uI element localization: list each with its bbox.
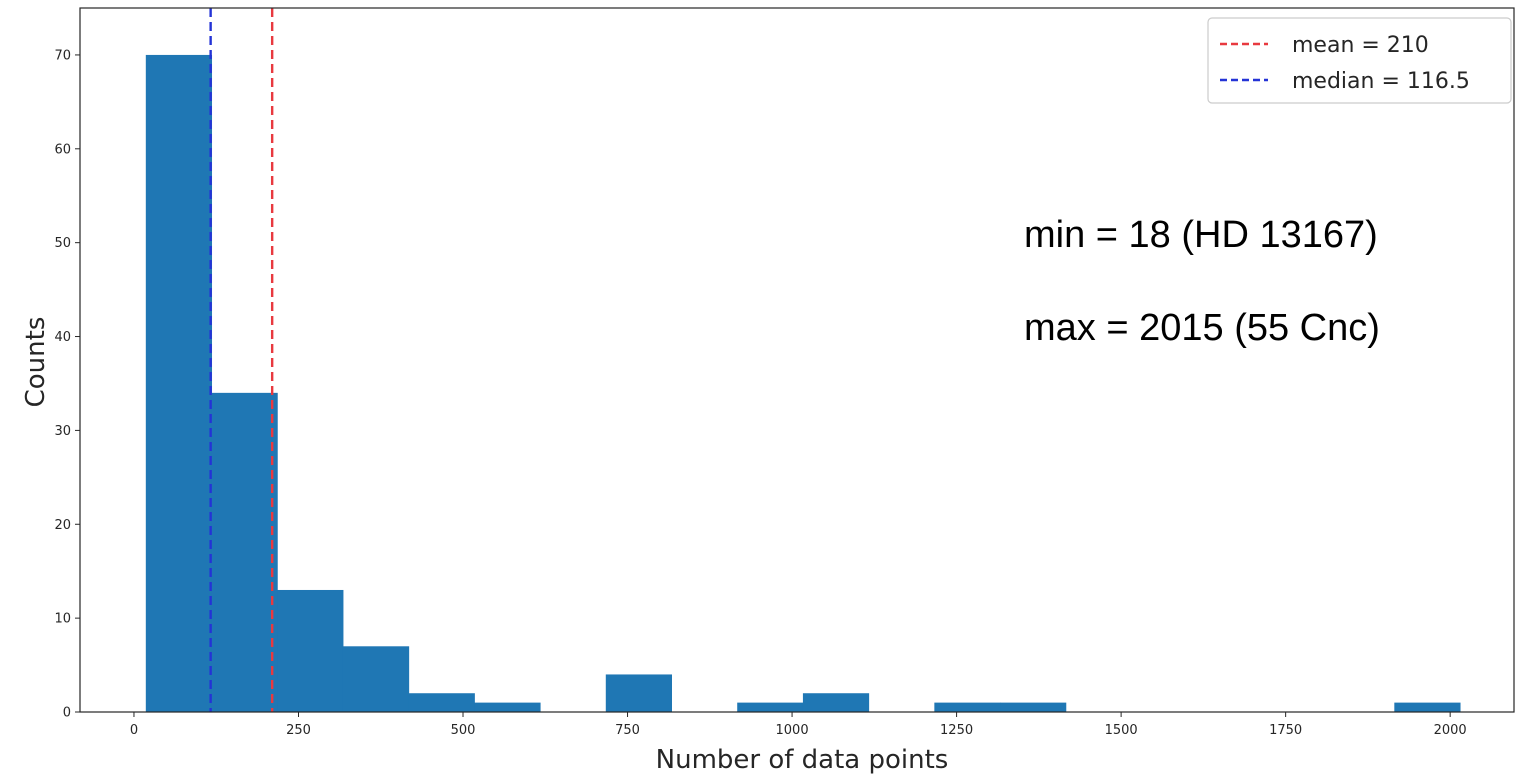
annotation-max: max = 2015 (55 Cnc) — [1024, 307, 1380, 349]
histogram-bar — [474, 702, 541, 712]
y-axis-label: Counts — [21, 317, 51, 408]
x-axis-ticks: 0 250 500 750 1000 1250 1500 1750 2000 — [130, 712, 1467, 738]
histogram-bar — [1000, 702, 1067, 712]
histogram-bar — [605, 674, 672, 712]
y-tick-label: 50 — [54, 236, 71, 251]
y-tick-label: 70 — [54, 48, 71, 63]
y-tick-label: 40 — [54, 330, 71, 345]
plot-frame — [79, 7, 1515, 713]
histogram-bar — [277, 589, 344, 712]
x-tick-label: 1000 — [776, 723, 809, 738]
legend-label-median: median = 116.5 — [1292, 69, 1470, 94]
x-tick-label: 1250 — [940, 723, 973, 738]
histogram-bar — [737, 702, 804, 712]
legend: mean = 210 median = 116.5 — [1207, 17, 1512, 104]
histogram-bar — [342, 646, 410, 712]
x-tick-label: 750 — [615, 723, 640, 738]
y-tick-label: 30 — [54, 424, 71, 439]
histogram-bar — [802, 693, 870, 712]
x-axis-label: Number of data points — [656, 745, 949, 775]
x-tick-label: 250 — [286, 723, 311, 738]
reference-lines-group — [209, 8, 274, 712]
x-tick-label: 1750 — [1269, 723, 1302, 738]
histogram-bar — [408, 693, 475, 712]
histogram-bar — [145, 54, 213, 713]
bars-group — [145, 54, 1461, 713]
histogram-bar — [934, 702, 1001, 712]
y-tick-label: 60 — [54, 142, 71, 157]
y-tick-label: 20 — [54, 518, 71, 533]
x-tick-label: 0 — [130, 723, 138, 738]
y-tick-label: 0 — [63, 706, 71, 721]
x-tick-label: 1500 — [1105, 723, 1138, 738]
annotation-min: min = 18 (HD 13167) — [1024, 214, 1378, 256]
legend-box — [1207, 17, 1512, 104]
histogram-bar — [1394, 702, 1461, 712]
x-tick-label: 500 — [451, 723, 476, 738]
histogram-bar — [211, 392, 278, 712]
legend-label-mean: mean = 210 — [1292, 33, 1429, 58]
y-tick-label: 10 — [54, 612, 71, 627]
y-axis-ticks: 0 10 20 30 40 50 60 70 — [54, 48, 80, 721]
x-tick-label: 2000 — [1434, 723, 1467, 738]
